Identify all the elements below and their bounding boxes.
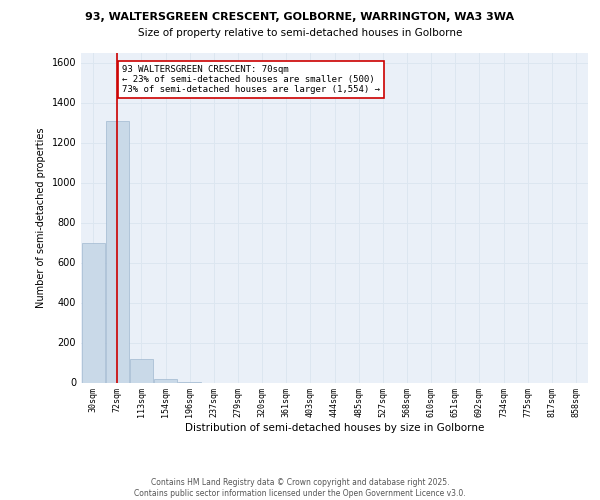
Bar [82,242,104,382]
Bar [130,358,153,382]
X-axis label: Distribution of semi-detached houses by size in Golborne: Distribution of semi-detached houses by … [185,423,484,433]
Bar [106,120,128,382]
Text: Contains HM Land Registry data © Crown copyright and database right 2025.
Contai: Contains HM Land Registry data © Crown c… [134,478,466,498]
Text: Size of property relative to semi-detached houses in Golborne: Size of property relative to semi-detach… [138,28,462,38]
Text: 93 WALTERSGREEN CRESCENT: 70sqm
← 23% of semi-detached houses are smaller (500)
: 93 WALTERSGREEN CRESCENT: 70sqm ← 23% of… [122,64,380,94]
Bar [154,378,177,382]
Text: 93, WALTERSGREEN CRESCENT, GOLBORNE, WARRINGTON, WA3 3WA: 93, WALTERSGREEN CRESCENT, GOLBORNE, WAR… [85,12,515,22]
Y-axis label: Number of semi-detached properties: Number of semi-detached properties [36,127,46,308]
